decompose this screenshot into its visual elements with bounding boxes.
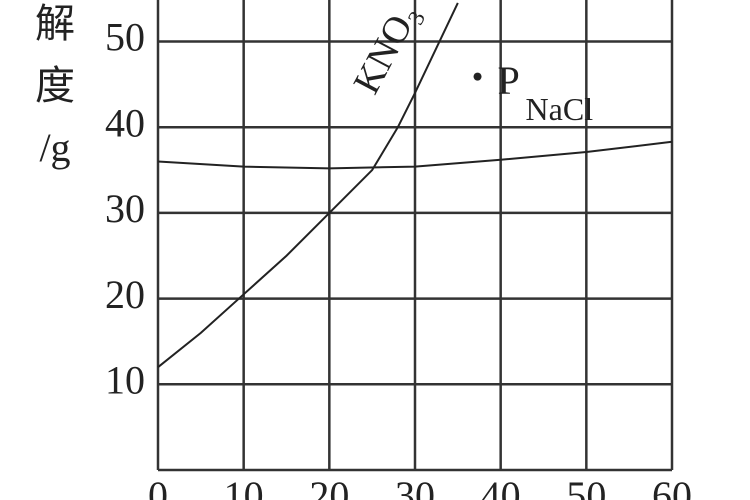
y-tick-label: 40 [105, 100, 145, 145]
x-tick-label: 10 [224, 473, 264, 500]
point-subscript: NaCl [526, 91, 594, 127]
curve [157, 2, 459, 368]
y-axis-label: 解 [35, 1, 75, 46]
x-tick-label: 50 [566, 473, 606, 500]
curve [157, 140, 673, 170]
x-tick-label: 60 [652, 473, 692, 500]
x-tick-label: 20 [309, 473, 349, 500]
x-tick-label: 30 [395, 473, 435, 500]
y-tick-label: 30 [105, 186, 145, 231]
x-tick-label: 40 [481, 473, 521, 500]
x-tick-label: 0 [148, 473, 168, 500]
point-label: P [498, 58, 520, 103]
y-axis-label: /g [39, 125, 70, 170]
point [473, 72, 482, 81]
y-tick-label: 20 [105, 272, 145, 317]
y-tick-label: 10 [105, 357, 145, 402]
y-tick-label: 50 [105, 15, 145, 60]
y-axis-label: 度 [35, 63, 75, 108]
